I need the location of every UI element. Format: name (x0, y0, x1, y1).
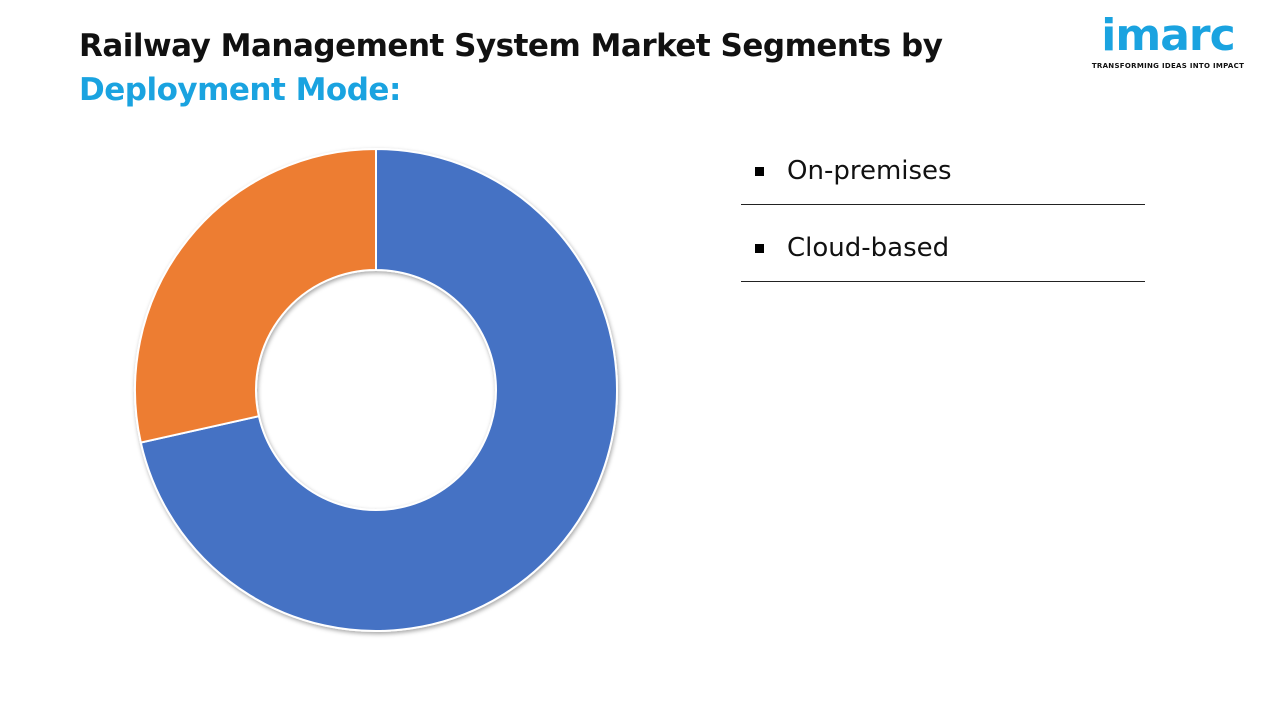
logo-tagline: TRANSFORMING IDEAS INTO IMPACT (1091, 62, 1245, 70)
bullet-icon (755, 166, 764, 176)
slice-on-premises (139, 147, 618, 632)
imarc-logo: imarc TRANSFORMING IDEAS INTO IMPACT (1088, 12, 1248, 80)
legend-label: Cloud-based (787, 233, 950, 263)
chart-legend: On-premises Cloud-based (741, 138, 1145, 292)
legend-label: On-premises (787, 156, 952, 186)
title-line-2: Deployment Mode: (79, 72, 401, 108)
slice-cloud-based (134, 147, 377, 444)
donut-chart (134, 147, 618, 632)
legend-item-on-premises: On-premises (741, 138, 1145, 205)
legend-item-cloud-based: Cloud-based (741, 215, 1145, 282)
bullet-icon (755, 243, 764, 253)
logo-wordmark: imarc (1101, 10, 1235, 61)
title-line-1: Railway Management System Market Segment… (79, 28, 943, 64)
page-title: Railway Management System Market Segment… (79, 24, 943, 112)
